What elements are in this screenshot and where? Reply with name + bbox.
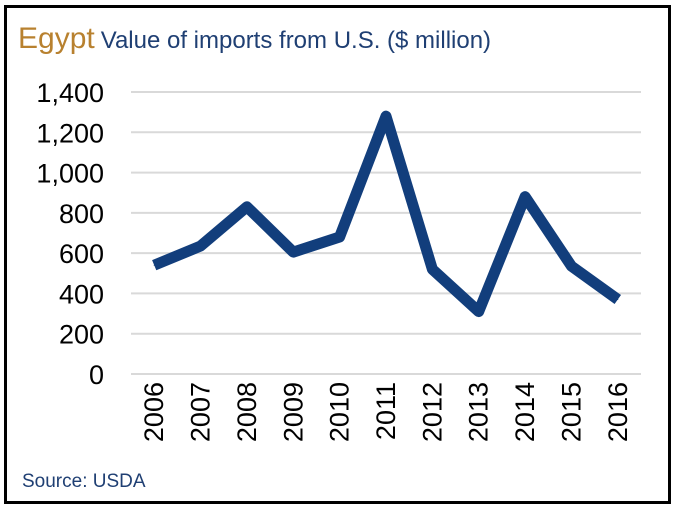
chart-title-row: Egypt Value of imports from U.S. ($ milli… xyxy=(18,24,491,56)
country-label: Egypt xyxy=(18,22,95,55)
y-tick-label: 200 xyxy=(59,320,104,350)
data-point xyxy=(200,245,202,247)
x-tick-label: 2006 xyxy=(139,382,169,442)
data-point xyxy=(385,115,387,117)
x-tick-label: 2009 xyxy=(278,382,308,442)
x-tick-label: 2014 xyxy=(510,382,540,442)
data-point xyxy=(246,206,248,208)
y-tick-label: 0 xyxy=(89,360,104,390)
x-tick-label: 2012 xyxy=(417,382,447,442)
data-point xyxy=(431,268,433,270)
data-point xyxy=(153,264,155,266)
series-line xyxy=(152,110,622,318)
y-tick-label: 1,400 xyxy=(36,78,104,108)
data-point xyxy=(292,251,294,253)
y-tick-label: 800 xyxy=(59,199,104,229)
y-tick-label: 400 xyxy=(59,279,104,309)
data-point xyxy=(478,311,480,313)
data-point xyxy=(524,196,526,198)
y-tick-label: 1,000 xyxy=(36,159,104,189)
x-tick-label: 2007 xyxy=(186,382,216,442)
y-tick-label: 1,200 xyxy=(36,118,104,148)
x-tick-label: 2010 xyxy=(325,382,355,442)
x-tick-label: 2015 xyxy=(556,382,586,442)
source-label: Source: USDA xyxy=(22,471,146,492)
data-point xyxy=(339,236,341,238)
data-point xyxy=(617,298,619,300)
chart-subtitle: Value of imports from U.S. ($ million) xyxy=(100,27,492,54)
x-tick-label: 2008 xyxy=(232,382,262,442)
x-tick-label: 2011 xyxy=(371,382,401,440)
x-tick-label: 2013 xyxy=(464,382,494,442)
data-point xyxy=(570,265,572,267)
y-tick-label: 600 xyxy=(59,239,104,269)
x-tick-label: 2016 xyxy=(603,382,633,442)
